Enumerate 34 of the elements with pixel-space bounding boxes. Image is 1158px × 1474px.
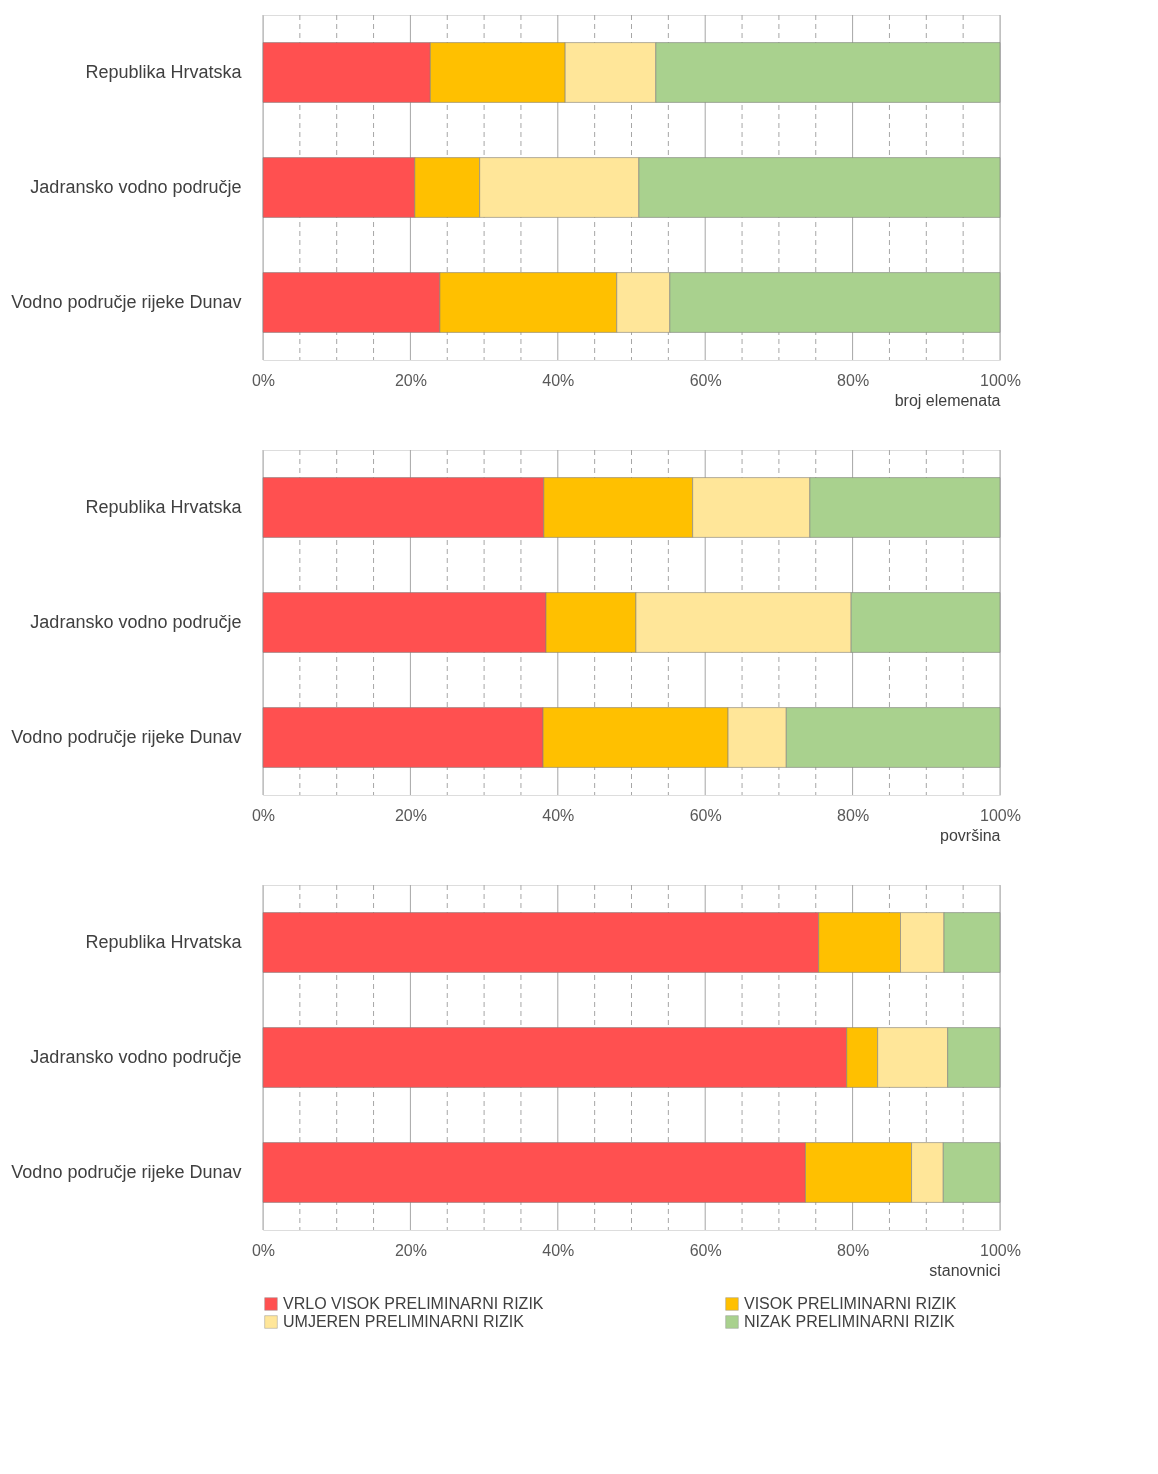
x-tick-label: 40%: [542, 806, 575, 824]
y-tick-label: Republika Hrvatska: [85, 496, 243, 517]
x-tick-label: 60%: [689, 806, 722, 824]
x-tick-label: 20%: [394, 371, 427, 389]
x-tick-label: 40%: [542, 371, 575, 389]
y-tick-label: Republika Hrvatska: [85, 931, 243, 952]
y-tick-label: Jadransko vodno područje: [30, 176, 242, 197]
x-tick-label: 0%: [251, 1241, 276, 1259]
x-tick-label: 0%: [251, 371, 276, 389]
x-tick-label: 100%: [980, 371, 1021, 389]
x-tick-label: 40%: [542, 1241, 575, 1259]
y-tick-label: Vodno područje rijeke Dunav: [11, 1161, 242, 1182]
legend-label: NIZAK PRELIMINARNI RIZIK: [744, 1313, 956, 1330]
y-tick-label: Jadransko vodno područje: [30, 1046, 242, 1067]
x-tick-label: 60%: [689, 371, 722, 389]
x-tick-label: 80%: [837, 1241, 870, 1259]
x-tick-label: 80%: [837, 806, 870, 824]
x-tick-label: 20%: [394, 1241, 427, 1259]
x-tick-label: 0%: [251, 806, 276, 824]
legend-label: VRLO VISOK PRELIMINARNI RIZIK: [283, 1295, 544, 1312]
legend-label: UMJEREN PRELIMINARNI RIZIK: [283, 1313, 525, 1330]
y-tick-label: Republika Hrvatska: [85, 61, 243, 82]
x-tick-label: 100%: [980, 806, 1021, 824]
x-axis-title: stanovnici: [929, 1261, 1001, 1279]
x-tick-label: 20%: [394, 806, 427, 824]
x-tick-label: 80%: [837, 371, 870, 389]
x-axis-title: površina: [940, 826, 1001, 844]
x-tick-label: 60%: [689, 1241, 722, 1259]
y-tick-label: Jadransko vodno područje: [30, 611, 242, 632]
y-tick-label: Vodno područje rijeke Dunav: [11, 291, 242, 312]
x-tick-label: 100%: [980, 1241, 1021, 1259]
legend-label: VISOK PRELIMINARNI RIZIK: [744, 1295, 957, 1312]
x-axis-title: broj elemenata: [894, 391, 1001, 409]
y-tick-label: Vodno područje rijeke Dunav: [11, 726, 242, 747]
